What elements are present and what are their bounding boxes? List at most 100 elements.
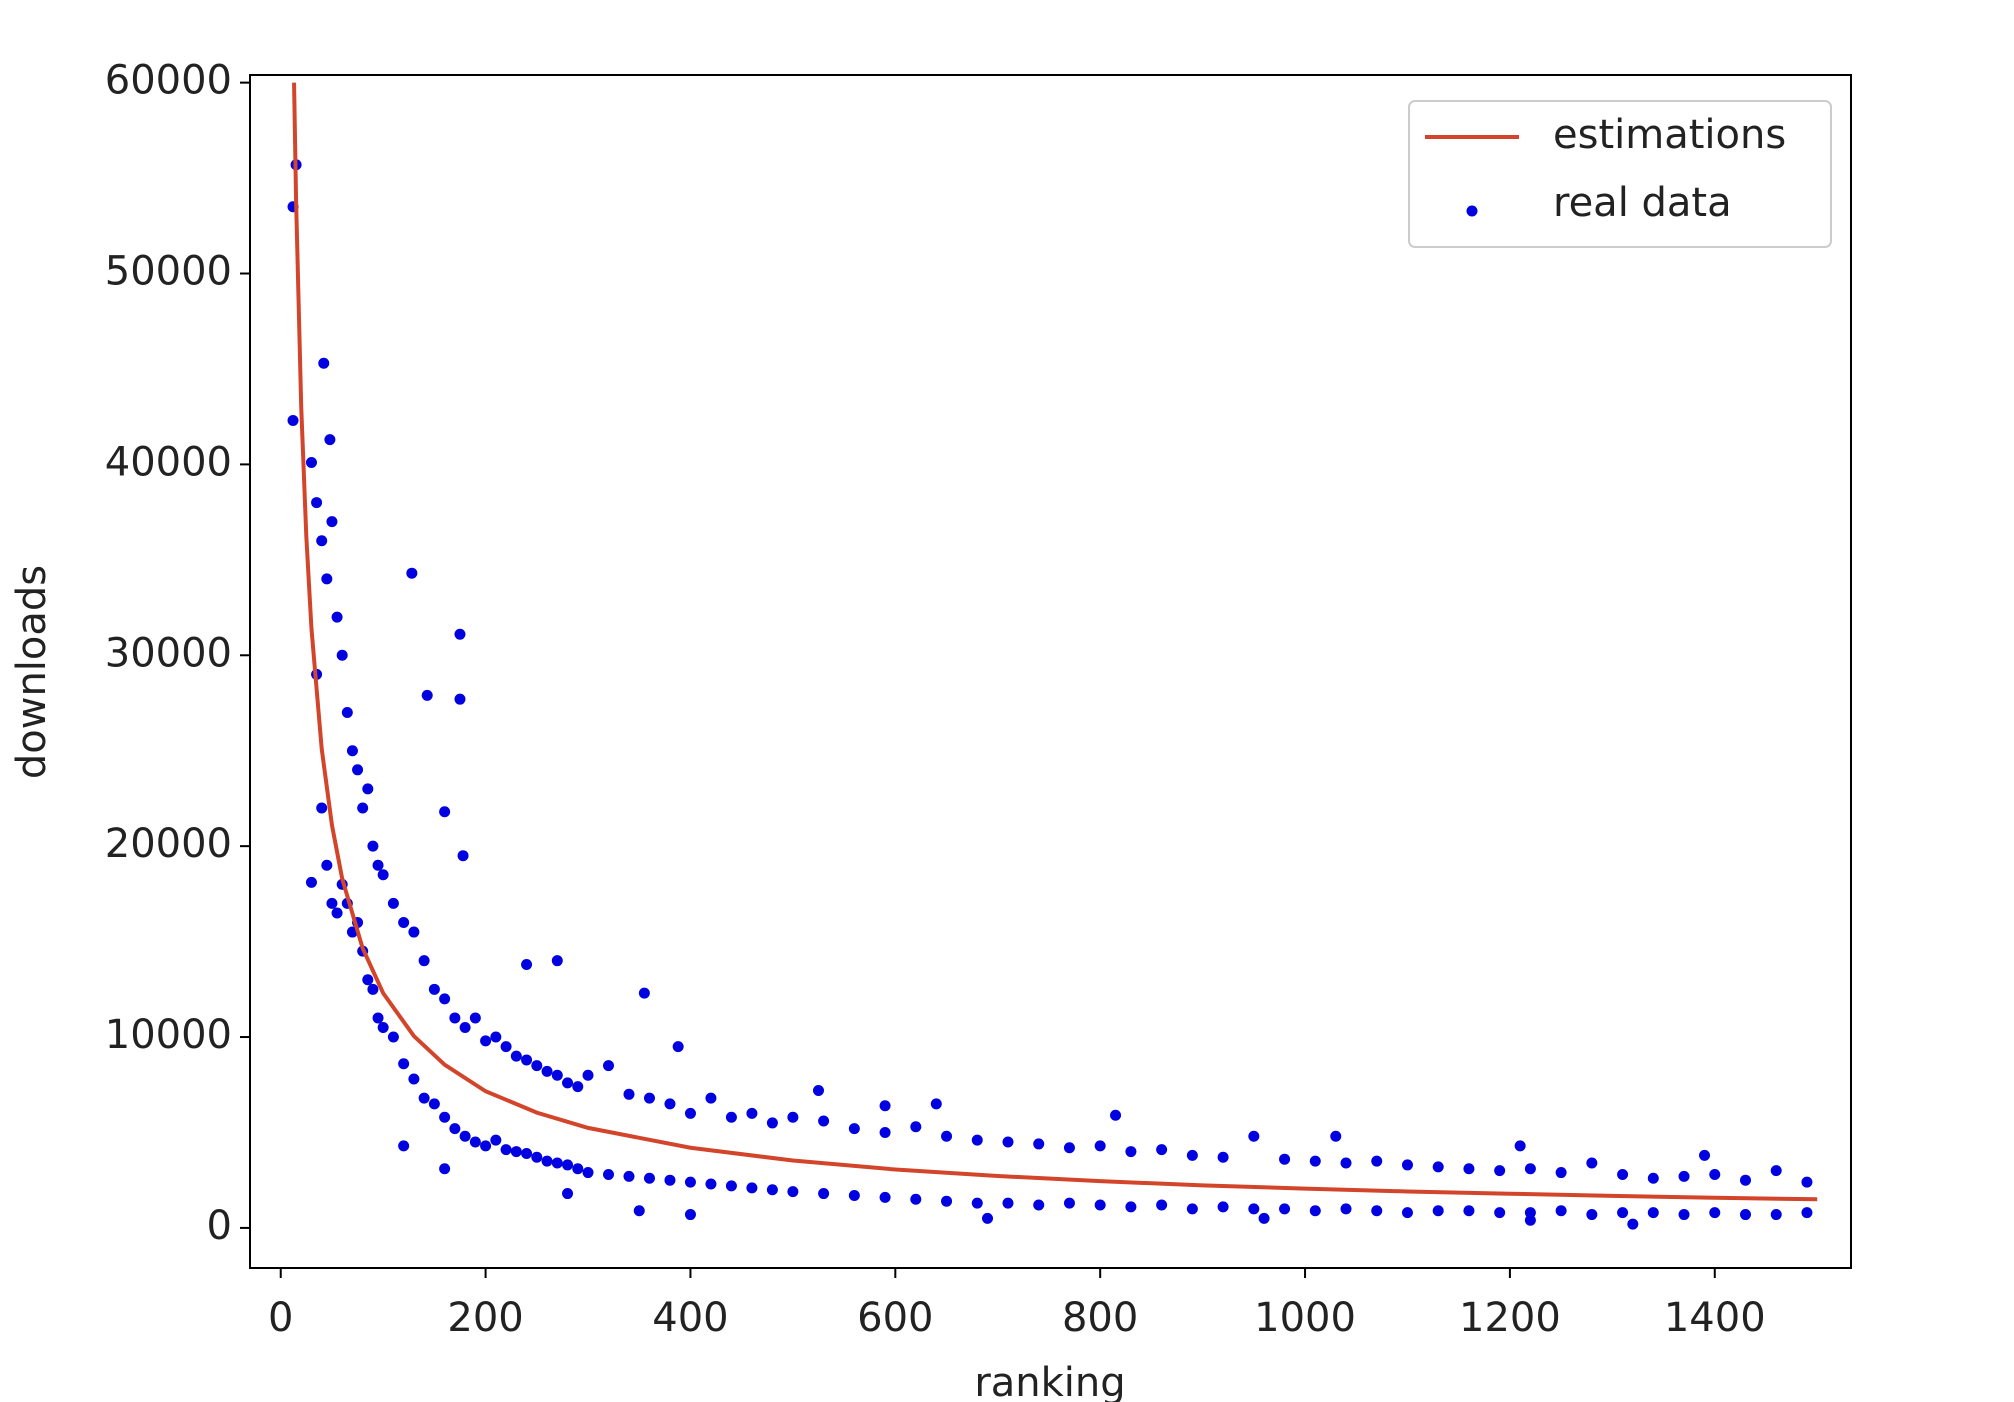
- scatter-point: [439, 1163, 451, 1175]
- scatter-point: [352, 764, 364, 776]
- scatter-point: [490, 1031, 502, 1043]
- scatter-point: [879, 1126, 891, 1138]
- x-tick-label: 400: [652, 1295, 728, 1341]
- scatter-point: [1094, 1199, 1106, 1211]
- scatter-point: [469, 1012, 481, 1024]
- scatter-point: [387, 897, 399, 909]
- scatter-point: [766, 1184, 778, 1196]
- scatter-point: [305, 456, 317, 468]
- scatter-point: [971, 1197, 983, 1209]
- scatter-point: [879, 1100, 891, 1112]
- scatter-point: [664, 1098, 676, 1110]
- scatter-point: [1494, 1207, 1506, 1219]
- scatter-point: [1524, 1163, 1536, 1175]
- scatter-point: [331, 907, 343, 919]
- scatter-point: [551, 955, 563, 967]
- scatter-point: [287, 414, 299, 426]
- scatter-point: [603, 1060, 615, 1072]
- scatter-point: [1125, 1201, 1137, 1213]
- scatter-point: [848, 1189, 860, 1201]
- scatter-point: [500, 1144, 512, 1156]
- scatter-point: [562, 1188, 574, 1200]
- y-tick-label: 60000: [105, 58, 232, 104]
- scatter-point: [638, 987, 650, 999]
- scatter-point: [941, 1195, 953, 1207]
- scatter-point: [603, 1168, 615, 1180]
- scatter-point: [572, 1163, 584, 1175]
- y-tick-label: 40000: [105, 439, 232, 485]
- scatter-point: [377, 1021, 389, 1033]
- scatter-point: [582, 1167, 594, 1179]
- x-tick-label: 0: [268, 1295, 293, 1341]
- scatter-point: [1125, 1146, 1137, 1158]
- scatter-point: [316, 535, 328, 547]
- scatter-point: [705, 1092, 717, 1104]
- scatter-point: [705, 1178, 717, 1190]
- scatter-point: [1627, 1218, 1639, 1230]
- scatter-point: [1524, 1207, 1536, 1219]
- scatter-point: [1063, 1142, 1075, 1154]
- scatter-point: [459, 1021, 471, 1033]
- scatter-point: [643, 1092, 655, 1104]
- scatter-point: [1617, 1168, 1629, 1180]
- scatter-point: [1156, 1144, 1168, 1156]
- y-tick-label: 50000: [105, 249, 232, 295]
- scatter-point: [521, 1147, 533, 1159]
- scatter-point: [321, 573, 333, 585]
- scatter-point: [398, 1058, 410, 1070]
- scatter-point: [316, 802, 328, 814]
- scatter-point: [480, 1035, 492, 1047]
- x-tick-label: 1400: [1664, 1295, 1766, 1341]
- scatter-point: [643, 1172, 655, 1184]
- legend-label: estimations: [1553, 112, 1786, 158]
- scatter-point: [1647, 1172, 1659, 1184]
- scatter-point: [521, 1054, 533, 1066]
- scatter-point: [787, 1111, 799, 1123]
- scatter-point: [664, 1174, 676, 1186]
- scatter-point: [1699, 1149, 1711, 1161]
- scatter-point: [510, 1050, 522, 1062]
- scatter-point: [428, 983, 440, 995]
- x-tick-label: 1000: [1254, 1295, 1356, 1341]
- scatter-point: [551, 1069, 563, 1081]
- scatter-point: [457, 850, 469, 862]
- scatter-point: [398, 1140, 410, 1152]
- scatter-point: [408, 1073, 420, 1085]
- scatter-point: [1432, 1205, 1444, 1217]
- scatter-point: [449, 1123, 461, 1135]
- scatter-point: [1002, 1136, 1014, 1148]
- scatter-point: [1801, 1176, 1813, 1188]
- scatter-point: [541, 1065, 553, 1077]
- scatter-point: [1063, 1197, 1075, 1209]
- x-tick-label: 200: [447, 1295, 523, 1341]
- y-tick-label: 30000: [105, 630, 232, 676]
- scatter-point: [439, 1111, 451, 1123]
- scatter-point: [1463, 1163, 1475, 1175]
- scatter-point: [1770, 1209, 1782, 1221]
- scatter-point: [490, 1134, 502, 1146]
- scatter-point: [1586, 1209, 1598, 1221]
- scatter-point: [684, 1107, 696, 1119]
- scatter-point: [941, 1130, 953, 1142]
- scatter-point: [326, 516, 338, 528]
- scatter-point: [406, 567, 418, 579]
- scatter-point: [1279, 1203, 1291, 1215]
- scatter-point: [1033, 1199, 1045, 1211]
- scatter-point: [1401, 1159, 1413, 1171]
- scatter-point: [1555, 1205, 1567, 1217]
- scatter-point: [582, 1069, 594, 1081]
- scatter-point: [1330, 1130, 1342, 1142]
- scatter-point: [1463, 1205, 1475, 1217]
- estimation-line: [292, 82, 1818, 1202]
- scatter-point: [1217, 1151, 1229, 1163]
- scatter-point: [324, 434, 336, 446]
- scatter-point: [521, 959, 533, 971]
- scatter-point: [684, 1209, 696, 1221]
- scatter-point: [321, 859, 333, 871]
- scatter-point: [1248, 1130, 1260, 1142]
- x-tick-label: 1200: [1459, 1295, 1561, 1341]
- scatter-point: [562, 1159, 574, 1171]
- scatter-point: [454, 693, 466, 705]
- scatter-point: [1524, 1214, 1536, 1226]
- scatter-point: [1340, 1157, 1352, 1169]
